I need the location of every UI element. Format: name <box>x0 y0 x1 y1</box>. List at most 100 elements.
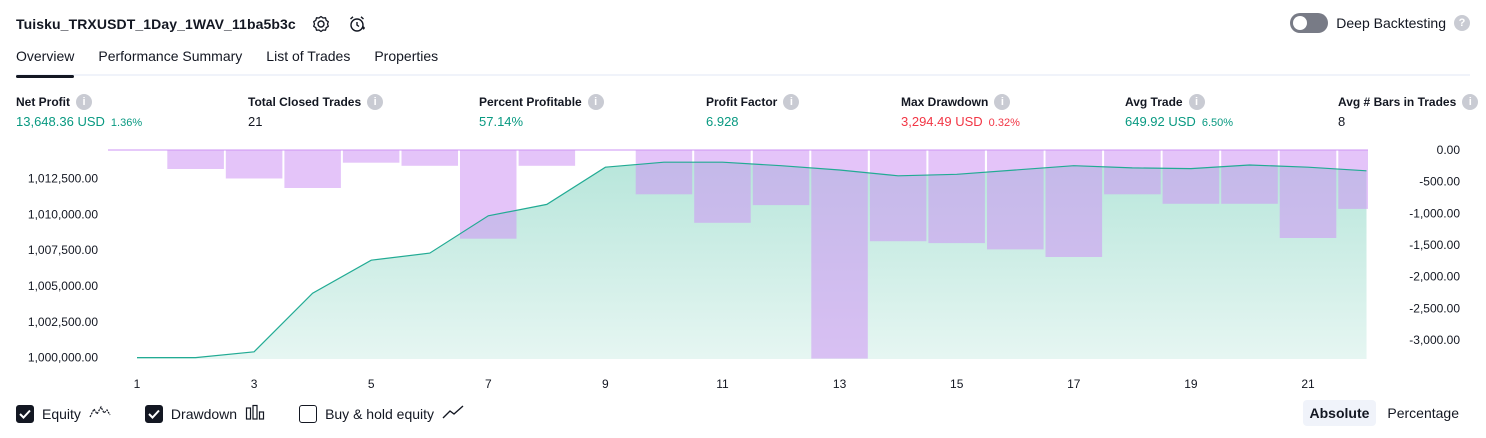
scale-mode-switch: Absolute Percentage <box>1302 400 1467 426</box>
trade-tick-label: 21 <box>1301 377 1315 391</box>
absolute-button[interactable]: Absolute <box>1302 400 1377 426</box>
metric-net-profit: Net Profit i 13,648.36 USD 1.36% <box>16 94 142 129</box>
deep-backtesting-label: Deep Backtesting <box>1336 15 1446 31</box>
equity-checkbox[interactable] <box>16 404 34 423</box>
info-icon[interactable]: i <box>1188 94 1205 110</box>
drawdown-bar <box>284 150 341 188</box>
trade-tick-label: 17 <box>1067 377 1081 391</box>
trade-tick-label: 19 <box>1184 377 1198 391</box>
metric-label: Total Closed Trades <box>248 95 362 109</box>
metric-avg-trade: Avg Trade i 649.92 USD 6.50% <box>1125 94 1233 129</box>
metric-percent: 1.36% <box>110 117 143 129</box>
tab-properties[interactable]: Properties <box>374 48 439 64</box>
legend-drawdown[interactable]: Drawdown <box>144 404 265 423</box>
tab-list-of-trades[interactable]: List of Trades <box>266 48 351 64</box>
drawdown-bar <box>518 150 576 166</box>
info-icon[interactable]: i <box>994 94 1011 110</box>
legend-label: Buy & hold equity <box>325 405 435 422</box>
trade-tick-label: 7 <box>485 377 492 391</box>
metric-value: 57.14% <box>479 114 524 129</box>
drawdown-bar <box>635 150 693 195</box>
equity-tick-label: 1,005,000.00 <box>28 279 98 293</box>
drawdown-bar <box>167 150 224 169</box>
drawdown-bar <box>869 150 927 242</box>
metric-percent: 0.32% <box>988 117 1020 129</box>
metric-label: Percent Profitable <box>479 95 582 109</box>
drawdown-bar <box>928 150 985 244</box>
drawdown-bars <box>108 149 1368 359</box>
drawdown-bar <box>987 150 1044 250</box>
info-icon[interactable]: i <box>1462 94 1479 110</box>
drawdown-tick-label: -3,000.00 <box>1409 333 1460 347</box>
metric-value: 3,294.49 USD <box>901 114 983 129</box>
legend-buy-hold[interactable]: Buy & hold equity <box>299 404 464 423</box>
metric-label: Avg # Bars in Trades <box>1338 95 1457 109</box>
drawdown-bar <box>694 150 751 223</box>
metric-label: Max Drawdown <box>901 95 989 109</box>
metric-profit-factor: Profit Factor i 6.928 <box>706 94 800 129</box>
metric-max-drawdown: Max Drawdown i 3,294.49 USD 0.32% <box>901 94 1020 129</box>
drawdown-tick-label: 0.00 <box>1437 143 1461 157</box>
equity-tick-label: 1,000,000.00 <box>28 351 98 365</box>
metric-value: 649.92 USD <box>1125 114 1196 129</box>
metric-label: Profit Factor <box>706 95 778 109</box>
legend-equity[interactable]: Equity <box>16 404 111 423</box>
drawdown-axis: 0.00 -500.00 -1,000.00 -1,500.00 -2,000.00 -2… <box>1409 143 1460 347</box>
drawdown-bar <box>460 150 517 239</box>
equity-series-line <box>137 161 1367 359</box>
trade-number-axis: 1 3 5 7 9 11 13 15 17 19 21 <box>134 377 1315 391</box>
equity-drawdown-chart[interactable]: 1,000,000.00 1,002,500.00 1,005,000.00 1,00… <box>0 0 1486 400</box>
info-icon[interactable]: i <box>783 94 800 110</box>
report-tabs: Overview Performance Summary List of Tra… <box>16 46 1470 78</box>
tab-performance-summary[interactable]: Performance Summary <box>98 48 243 64</box>
drawdown-bar <box>1045 150 1103 257</box>
drawdown-bar <box>752 150 810 206</box>
info-icon[interactable]: i <box>76 94 92 110</box>
metric-value: 6.928 <box>706 114 739 129</box>
settings-gear-icon[interactable] <box>310 13 332 35</box>
drawdown-checkbox[interactable] <box>144 404 163 423</box>
drawdown-tick-label: -1,500.00 <box>1409 238 1460 252</box>
drawdown-bar <box>811 150 868 359</box>
drawdown-tick-label: -1,000.00 <box>1409 206 1460 220</box>
trade-tick-label: 5 <box>368 377 375 391</box>
drawdown-tick-label: -2,000.00 <box>1409 270 1460 284</box>
equity-axis: 1,000,000.00 1,002,500.00 1,005,000.00 1,00… <box>28 172 98 365</box>
deep-backtesting-toggle[interactable] <box>1290 13 1329 33</box>
legend-label: Equity <box>42 405 81 422</box>
drawdown-bar <box>1338 150 1368 209</box>
metric-label: Avg Trade <box>1125 95 1183 109</box>
drawdown-tick-label: -2,500.00 <box>1409 301 1460 315</box>
equity-line-icon <box>89 404 111 423</box>
drawdown-tick-label: -500.00 <box>1419 175 1460 189</box>
info-icon[interactable]: i <box>367 94 384 110</box>
trade-tick-label: 3 <box>251 377 258 391</box>
drawdown-bar <box>225 150 283 179</box>
trend-line-icon <box>442 404 464 423</box>
metric-percent: 6.50% <box>1201 117 1234 129</box>
metric-value: 21 <box>248 114 263 129</box>
drawdown-bar <box>1221 150 1278 204</box>
metric-percent-profitable: Percent Profitable i 57.14% <box>479 94 604 129</box>
trade-tick-label: 1 <box>134 377 141 391</box>
strategy-title: Tuisku_TRXUSDT_1Day_1WAV_11ba5b3c <box>16 16 296 32</box>
info-icon[interactable]: i <box>587 94 604 110</box>
alarm-clock-icon[interactable] <box>346 13 368 35</box>
drawdown-bar <box>342 150 400 163</box>
strategy-header: Tuisku_TRXUSDT_1Day_1WAV_11ba5b3c <box>16 12 368 36</box>
metric-value: 8 <box>1338 114 1346 129</box>
help-icon[interactable]: ? <box>1454 15 1470 31</box>
bars-icon <box>245 404 265 423</box>
trade-tick-label: 11 <box>716 377 729 391</box>
metric-avg-bars-in-trades: Avg # Bars in Trades i 8 <box>1338 94 1479 129</box>
equity-tick-label: 1,012,500.00 <box>28 172 98 186</box>
deep-backtesting-control: Deep Backtesting ? <box>1290 13 1470 33</box>
buy-hold-checkbox[interactable] <box>299 404 318 423</box>
tab-overview[interactable]: Overview <box>16 46 75 78</box>
percentage-button[interactable]: Percentage <box>1387 405 1459 421</box>
trade-tick-label: 15 <box>950 377 964 391</box>
chart-legend: Equity Drawdown Buy & hold equity <box>16 404 498 423</box>
trade-tick-label: 9 <box>602 377 609 391</box>
drawdown-bar <box>1104 150 1161 195</box>
equity-tick-label: 1,007,500.00 <box>28 243 98 257</box>
